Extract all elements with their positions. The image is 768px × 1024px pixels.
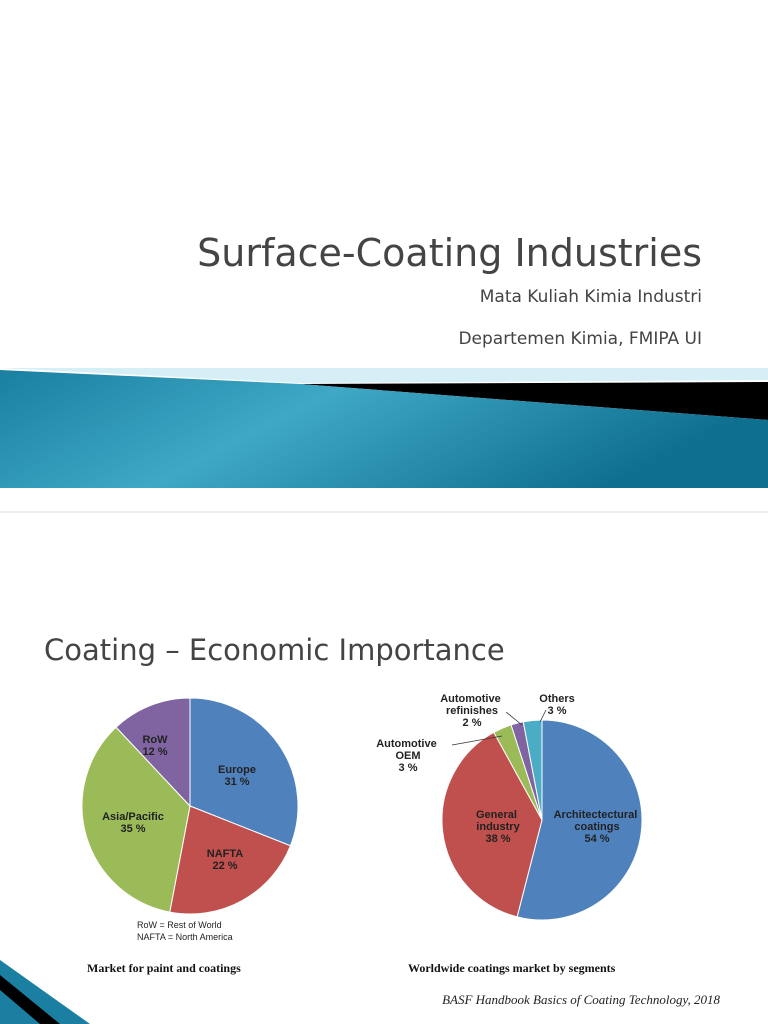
leader-line xyxy=(539,709,547,723)
pie-slice xyxy=(522,719,543,821)
slice-label: Architectectural coatings xyxy=(554,809,641,833)
slice-label: General industry xyxy=(476,809,521,833)
pie-slice xyxy=(115,697,191,808)
department: Departemen Kimia, FMIPA UI xyxy=(458,329,702,349)
slice-value: 54 % xyxy=(584,833,609,845)
subtitle: Mata Kuliah Kimia Industri xyxy=(480,287,702,307)
chart-caption: Worldwide coatings market by segments xyxy=(408,961,616,975)
band-black xyxy=(300,382,768,420)
slice-label: Automotive refinishes xyxy=(440,693,504,717)
pie-slice xyxy=(516,719,643,921)
slice-label: NAFTA xyxy=(207,848,244,860)
legend-note: NAFTA = North America xyxy=(137,932,233,942)
slice-label: Asia/Pacific xyxy=(102,811,164,823)
leader-line xyxy=(451,735,503,746)
corner-black xyxy=(0,975,60,1024)
chart-caption: Market for paint and coatings xyxy=(87,961,241,975)
slice-value: 35 % xyxy=(120,823,145,835)
slide-2-title: Coating – Economic Importance xyxy=(44,633,505,667)
pie-slice xyxy=(441,731,543,918)
legend-note: RoW = Rest of World xyxy=(137,920,222,930)
slice-label: Others xyxy=(539,693,574,705)
band-light xyxy=(0,368,768,383)
slice-label: RoW xyxy=(142,734,168,746)
slice-value: 31 % xyxy=(224,776,249,788)
pie-slice xyxy=(81,726,191,913)
source: BASF Handbook Basics of Coating Technolo… xyxy=(442,992,720,1007)
slice-label: Automotive OEM xyxy=(376,738,440,762)
slice-value: 3 % xyxy=(399,762,418,774)
slice-value: 38 % xyxy=(485,833,510,845)
slice-value: 3 % xyxy=(548,705,567,717)
slice-value: 2 % xyxy=(463,717,482,729)
slice-value: 22 % xyxy=(212,860,237,872)
leader-line xyxy=(505,711,523,726)
band-teal xyxy=(0,370,768,488)
title: Surface-Coating Industries xyxy=(197,231,702,275)
pie-slice xyxy=(189,697,299,847)
pie-slice xyxy=(169,805,292,915)
slice-label: Europe xyxy=(218,764,256,776)
slice-value: 12 % xyxy=(142,746,167,758)
